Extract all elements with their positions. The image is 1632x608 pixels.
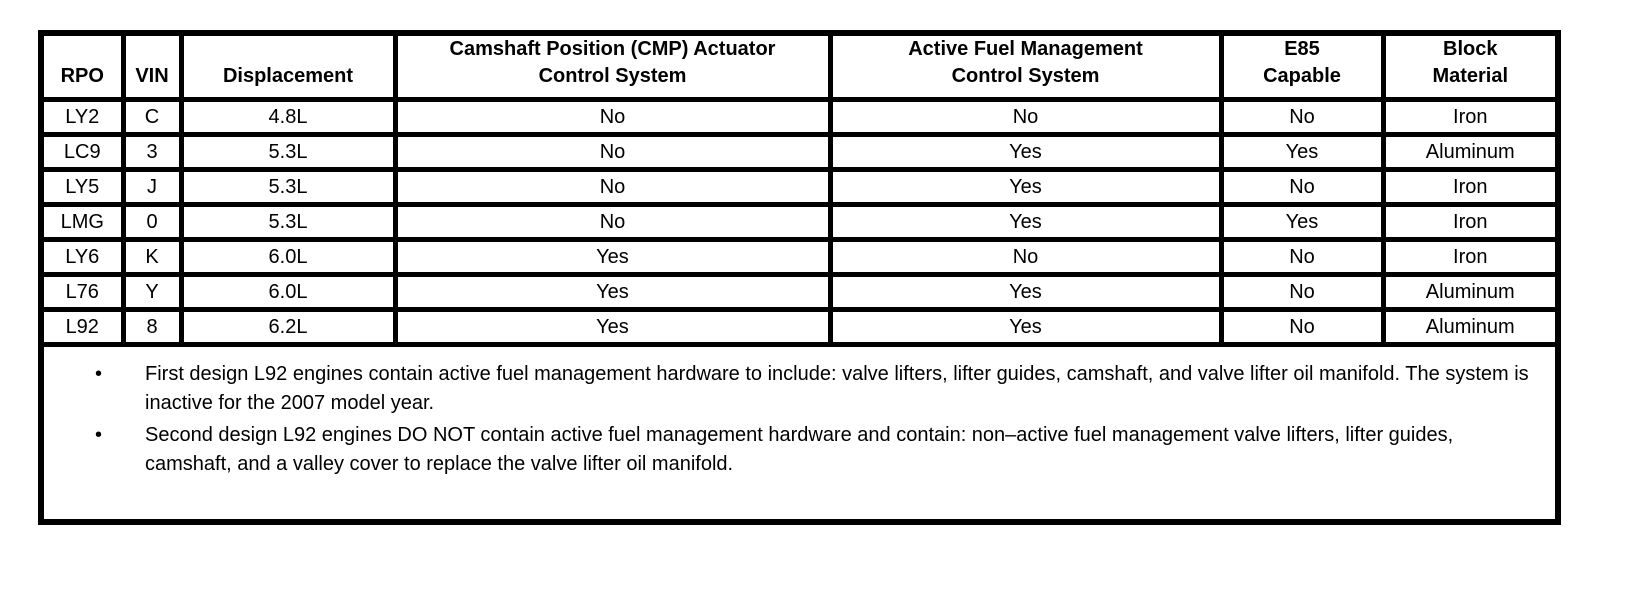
cell-afm: Yes	[827, 272, 1224, 312]
cell-afm: No	[827, 97, 1224, 137]
cell-block-material: Iron	[1380, 202, 1561, 242]
cell-cmp-actuator: No	[392, 132, 833, 172]
cell-rpo: LY6	[38, 237, 126, 277]
table-row-l76: L76 Y 6.0L Yes Yes No Aluminum	[38, 272, 1561, 312]
bullet-icon: •	[95, 363, 103, 385]
column-header-vin: VIN	[120, 30, 184, 102]
table-row-ly6: LY6 K 6.0L Yes No No Iron	[38, 237, 1561, 277]
cell-block-material: Iron	[1380, 97, 1561, 137]
bullet-icon: •	[95, 424, 103, 446]
column-header-block-material: Block Material	[1380, 30, 1561, 102]
cell-e85: No	[1218, 237, 1386, 277]
table-row-ly5: LY5 J 5.3L No Yes No Iron	[38, 167, 1561, 207]
cell-displacement: 6.0L	[178, 237, 398, 277]
cell-e85: No	[1218, 272, 1386, 312]
cell-rpo: L76	[38, 272, 126, 312]
cell-rpo: LY2	[38, 97, 126, 137]
cell-displacement: 6.2L	[178, 307, 398, 347]
cell-displacement: 5.3L	[178, 167, 398, 207]
note-text-first-design: First design L92 engines contain active …	[145, 363, 1529, 414]
cell-e85: No	[1218, 167, 1386, 207]
cell-vin: 8	[120, 307, 184, 347]
table-row-lmg: LMG 0 5.3L No Yes Yes Iron	[38, 202, 1561, 242]
cell-e85: Yes	[1218, 132, 1386, 172]
column-header-cmp-actuator: Camshaft Position (CMP) Actuator Control…	[392, 30, 833, 102]
table-row-l92: L92 8 6.2L Yes Yes No Aluminum	[38, 307, 1561, 347]
cell-afm: Yes	[827, 307, 1224, 347]
cell-cmp-actuator: Yes	[392, 272, 833, 312]
cell-block-material: Iron	[1380, 237, 1561, 277]
cell-cmp-actuator: No	[392, 97, 833, 137]
engine-spec-sheet: RPO VIN Displacement Camshaft Position (…	[38, 30, 1561, 525]
column-header-rpo: RPO	[38, 30, 126, 102]
header-row: RPO VIN Displacement Camshaft Position (…	[38, 30, 1561, 102]
cell-e85: No	[1218, 97, 1386, 137]
cell-vin: Y	[120, 272, 184, 312]
cell-rpo: L92	[38, 307, 126, 347]
cell-cmp-actuator: Yes	[392, 237, 833, 277]
note-second-design: • Second design L92 engines DO NOT conta…	[46, 421, 1531, 479]
cell-e85: Yes	[1218, 202, 1386, 242]
cell-cmp-actuator: No	[392, 202, 833, 242]
cell-vin: K	[120, 237, 184, 277]
engine-spec-table: RPO VIN Displacement Camshaft Position (…	[38, 30, 1561, 525]
cell-rpo: LY5	[38, 167, 126, 207]
cell-displacement: 5.3L	[178, 132, 398, 172]
cell-cmp-actuator: Yes	[392, 307, 833, 347]
cell-block-material: Aluminum	[1380, 307, 1561, 347]
cell-block-material: Aluminum	[1380, 272, 1561, 312]
notes-cell: • First design L92 engines contain activ…	[38, 342, 1561, 524]
cell-displacement: 4.8L	[178, 97, 398, 137]
cell-displacement: 5.3L	[178, 202, 398, 242]
notes-row: • First design L92 engines contain activ…	[38, 342, 1561, 524]
cell-displacement: 6.0L	[178, 272, 398, 312]
cell-afm: Yes	[827, 167, 1224, 207]
cell-afm: Yes	[827, 132, 1224, 172]
cell-afm: Yes	[827, 202, 1224, 242]
note-text-second-design: Second design L92 engines DO NOT contain…	[145, 424, 1454, 475]
table-row-ly2: LY2 C 4.8L No No No Iron	[38, 97, 1561, 137]
cell-vin: 0	[120, 202, 184, 242]
column-header-e85: E85 Capable	[1218, 30, 1386, 102]
cell-e85: No	[1218, 307, 1386, 347]
note-first-design: • First design L92 engines contain activ…	[46, 360, 1531, 418]
cell-block-material: Iron	[1380, 167, 1561, 207]
cell-vin: J	[120, 167, 184, 207]
cell-vin: C	[120, 97, 184, 137]
cell-vin: 3	[120, 132, 184, 172]
cell-block-material: Aluminum	[1380, 132, 1561, 172]
column-header-afm: Active Fuel Management Control System	[827, 30, 1224, 102]
table-row-lc9: LC9 3 5.3L No Yes Yes Aluminum	[38, 132, 1561, 172]
column-header-displacement: Displacement	[178, 30, 398, 102]
cell-rpo: LC9	[38, 132, 126, 172]
cell-rpo: LMG	[38, 202, 126, 242]
cell-afm: No	[827, 237, 1224, 277]
cell-cmp-actuator: No	[392, 167, 833, 207]
